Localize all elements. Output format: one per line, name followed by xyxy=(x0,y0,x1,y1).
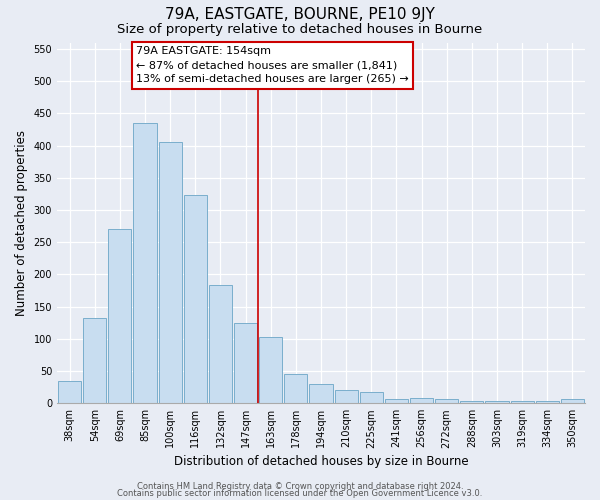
Text: Contains public sector information licensed under the Open Government Licence v3: Contains public sector information licen… xyxy=(118,490,482,498)
Text: 79A, EASTGATE, BOURNE, PE10 9JY: 79A, EASTGATE, BOURNE, PE10 9JY xyxy=(165,8,435,22)
Bar xyxy=(360,392,383,403)
Bar xyxy=(109,230,131,403)
Bar xyxy=(335,390,358,403)
X-axis label: Distribution of detached houses by size in Bourne: Distribution of detached houses by size … xyxy=(174,454,469,468)
Bar xyxy=(485,400,509,403)
Bar xyxy=(234,322,257,403)
Bar xyxy=(158,142,182,403)
Bar xyxy=(58,380,81,403)
Bar xyxy=(536,402,559,403)
Bar xyxy=(209,286,232,403)
Bar xyxy=(259,338,283,403)
Bar xyxy=(184,195,207,403)
Bar xyxy=(435,400,458,403)
Text: Size of property relative to detached houses in Bourne: Size of property relative to detached ho… xyxy=(118,22,482,36)
Y-axis label: Number of detached properties: Number of detached properties xyxy=(15,130,28,316)
Bar xyxy=(561,400,584,403)
Bar xyxy=(284,374,307,403)
Bar xyxy=(133,123,157,403)
Bar xyxy=(385,398,408,403)
Bar xyxy=(511,402,534,403)
Bar xyxy=(410,398,433,403)
Bar xyxy=(310,384,332,403)
Text: Contains HM Land Registry data © Crown copyright and database right 2024.: Contains HM Land Registry data © Crown c… xyxy=(137,482,463,491)
Bar xyxy=(83,318,106,403)
Bar xyxy=(460,400,484,403)
Text: 79A EASTGATE: 154sqm
← 87% of detached houses are smaller (1,841)
13% of semi-de: 79A EASTGATE: 154sqm ← 87% of detached h… xyxy=(136,46,409,84)
